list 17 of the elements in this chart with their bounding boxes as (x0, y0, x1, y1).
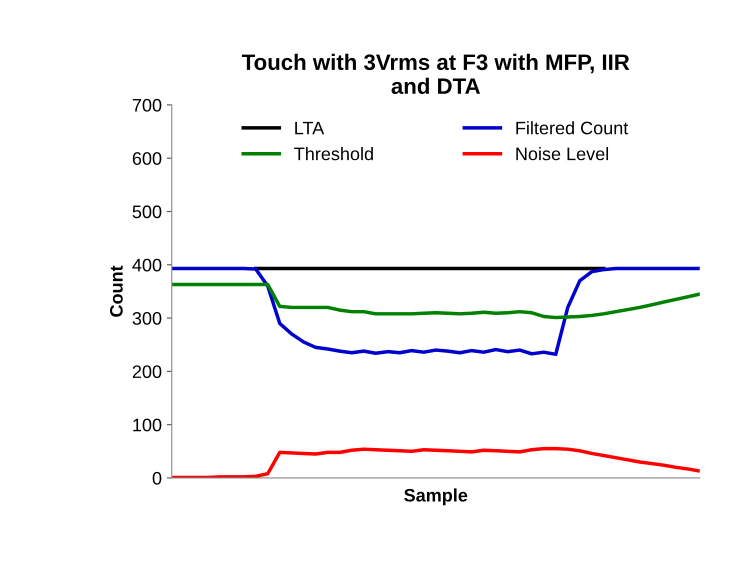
y-tick-label: 0 (152, 472, 162, 485)
line-series (172, 282, 700, 320)
legend-label: Noise Level (516, 147, 608, 160)
y-tick-label: 200 (132, 365, 162, 378)
y-tick-label: 300 (132, 312, 162, 325)
y-axis-title: Count (110, 266, 123, 317)
legend-label: LTA (295, 122, 324, 134)
y-tick-label: 500 (132, 205, 162, 218)
chart-title: Touch with 3Vrms at F3 with MFP, IIR and DTA (242, 54, 630, 94)
y-tick-label: 600 (132, 152, 162, 165)
legend-label: Filtered Count (516, 121, 628, 134)
x-axis-title: Sample (404, 488, 468, 506)
y-tick-label: 400 (132, 258, 162, 272)
y-tick-label: 100 (133, 418, 162, 432)
legend-label: Threshold (294, 147, 373, 160)
y-tick-label: 700 (132, 98, 162, 112)
line-series (172, 266, 700, 356)
